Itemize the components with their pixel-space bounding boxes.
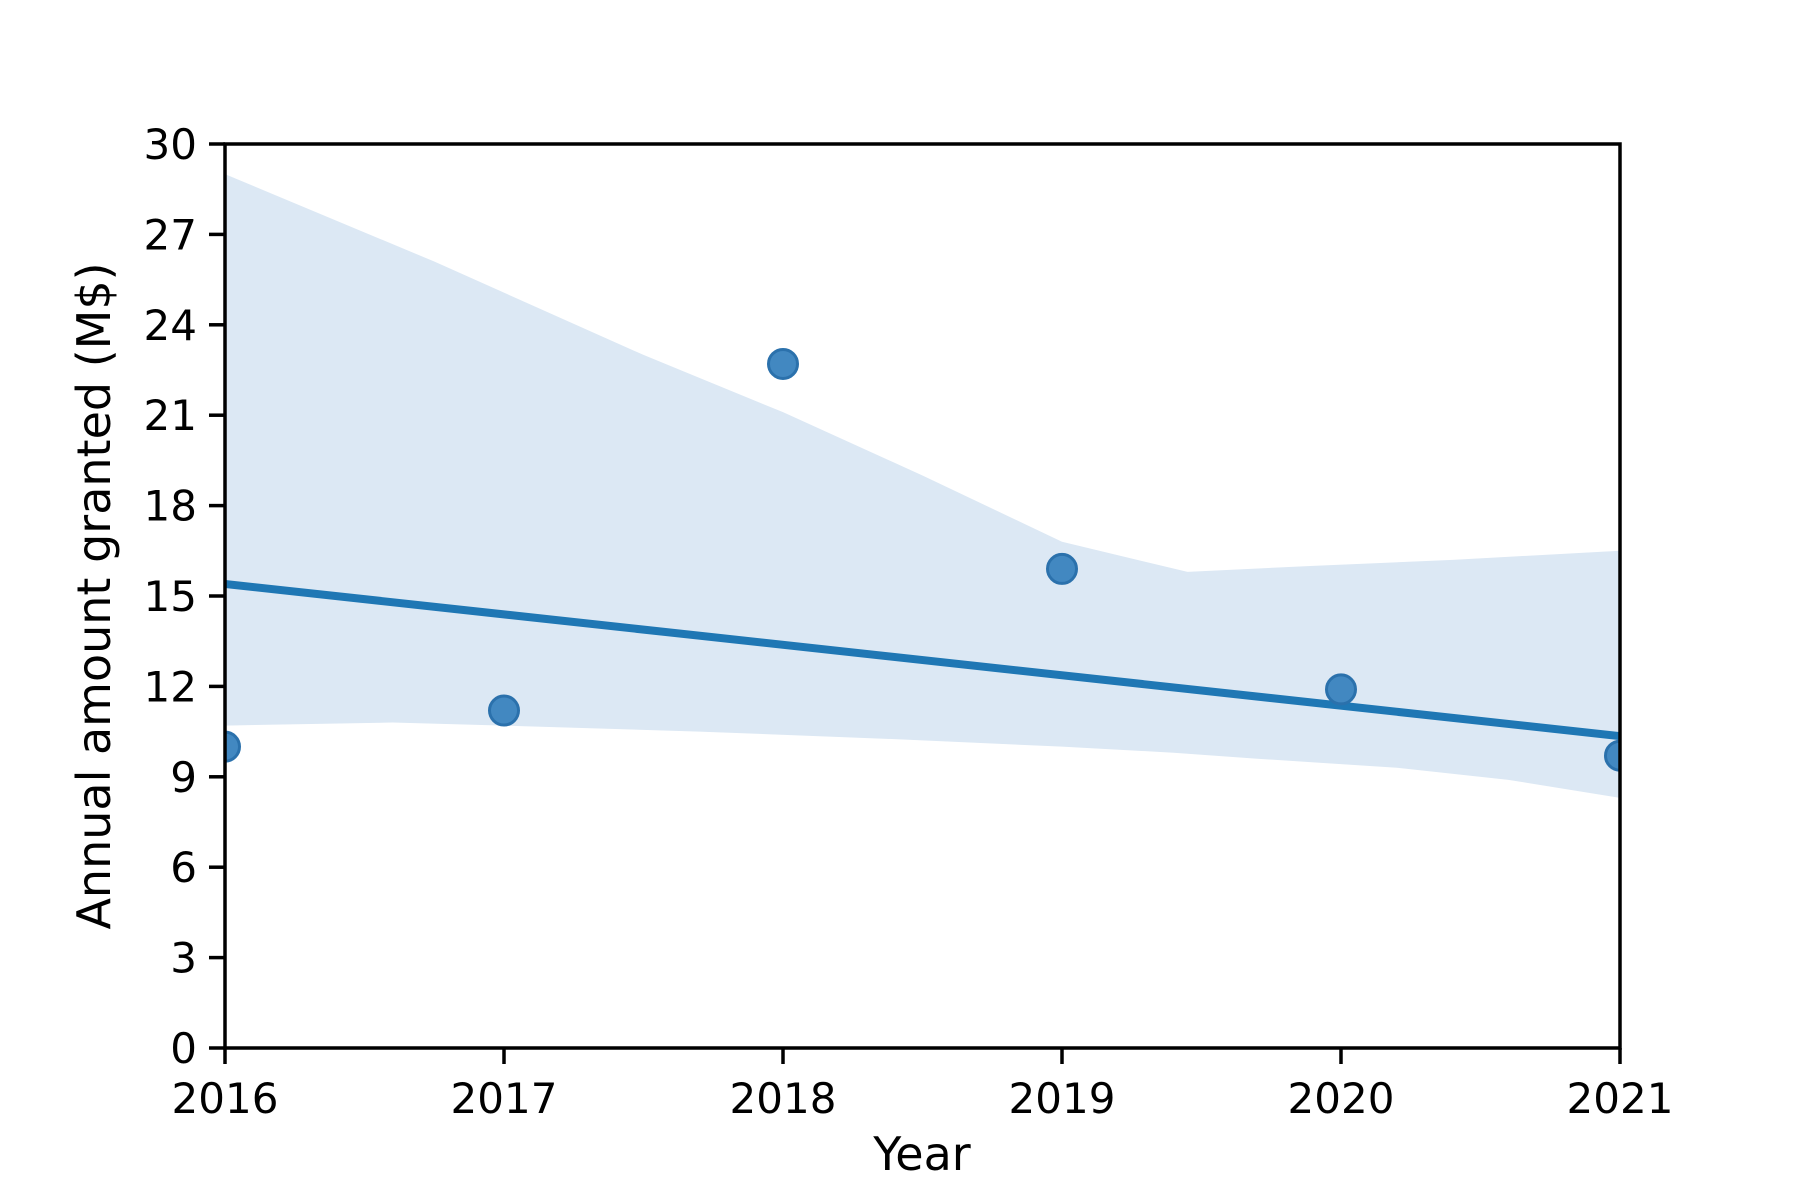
data-point-2016	[225, 730, 241, 763]
plot-border	[223, 142, 1622, 1050]
x-tick-label: 2017	[451, 1074, 558, 1123]
y-tick-label: 27	[144, 210, 197, 259]
y-tick-label: 18	[144, 482, 197, 531]
x-tick-label: 2020	[1288, 1074, 1395, 1123]
x-tick-label: 2016	[172, 1074, 279, 1123]
x-tick-label: 2021	[1567, 1074, 1674, 1123]
data-point-2021	[1604, 739, 1620, 772]
x-axis-label: Year	[872, 1127, 970, 1181]
y-tick-label: 24	[144, 301, 197, 350]
y-tick-label: 3	[170, 934, 197, 983]
regression-line	[225, 579, 1620, 741]
y-tick-label: 6	[170, 843, 197, 892]
y-tick-label: 30	[144, 120, 197, 169]
data-point-2019	[1046, 552, 1078, 585]
y-tick-label: 0	[170, 1024, 197, 1073]
y-tick-label: 9	[170, 753, 197, 802]
x-tick-label: 2019	[1009, 1074, 1116, 1123]
data-point-2018	[767, 347, 799, 380]
y-tick-label: 15	[144, 572, 197, 621]
confidence-band	[225, 174, 1620, 798]
y-axis-label: Annual amount granted (M$)	[67, 262, 121, 929]
y-tick-label: 21	[144, 391, 197, 440]
data-point-2017	[488, 694, 520, 727]
data-point-2020	[1325, 673, 1357, 706]
y-tick-label: 12	[144, 662, 197, 711]
x-tick-label: 2018	[730, 1074, 837, 1123]
